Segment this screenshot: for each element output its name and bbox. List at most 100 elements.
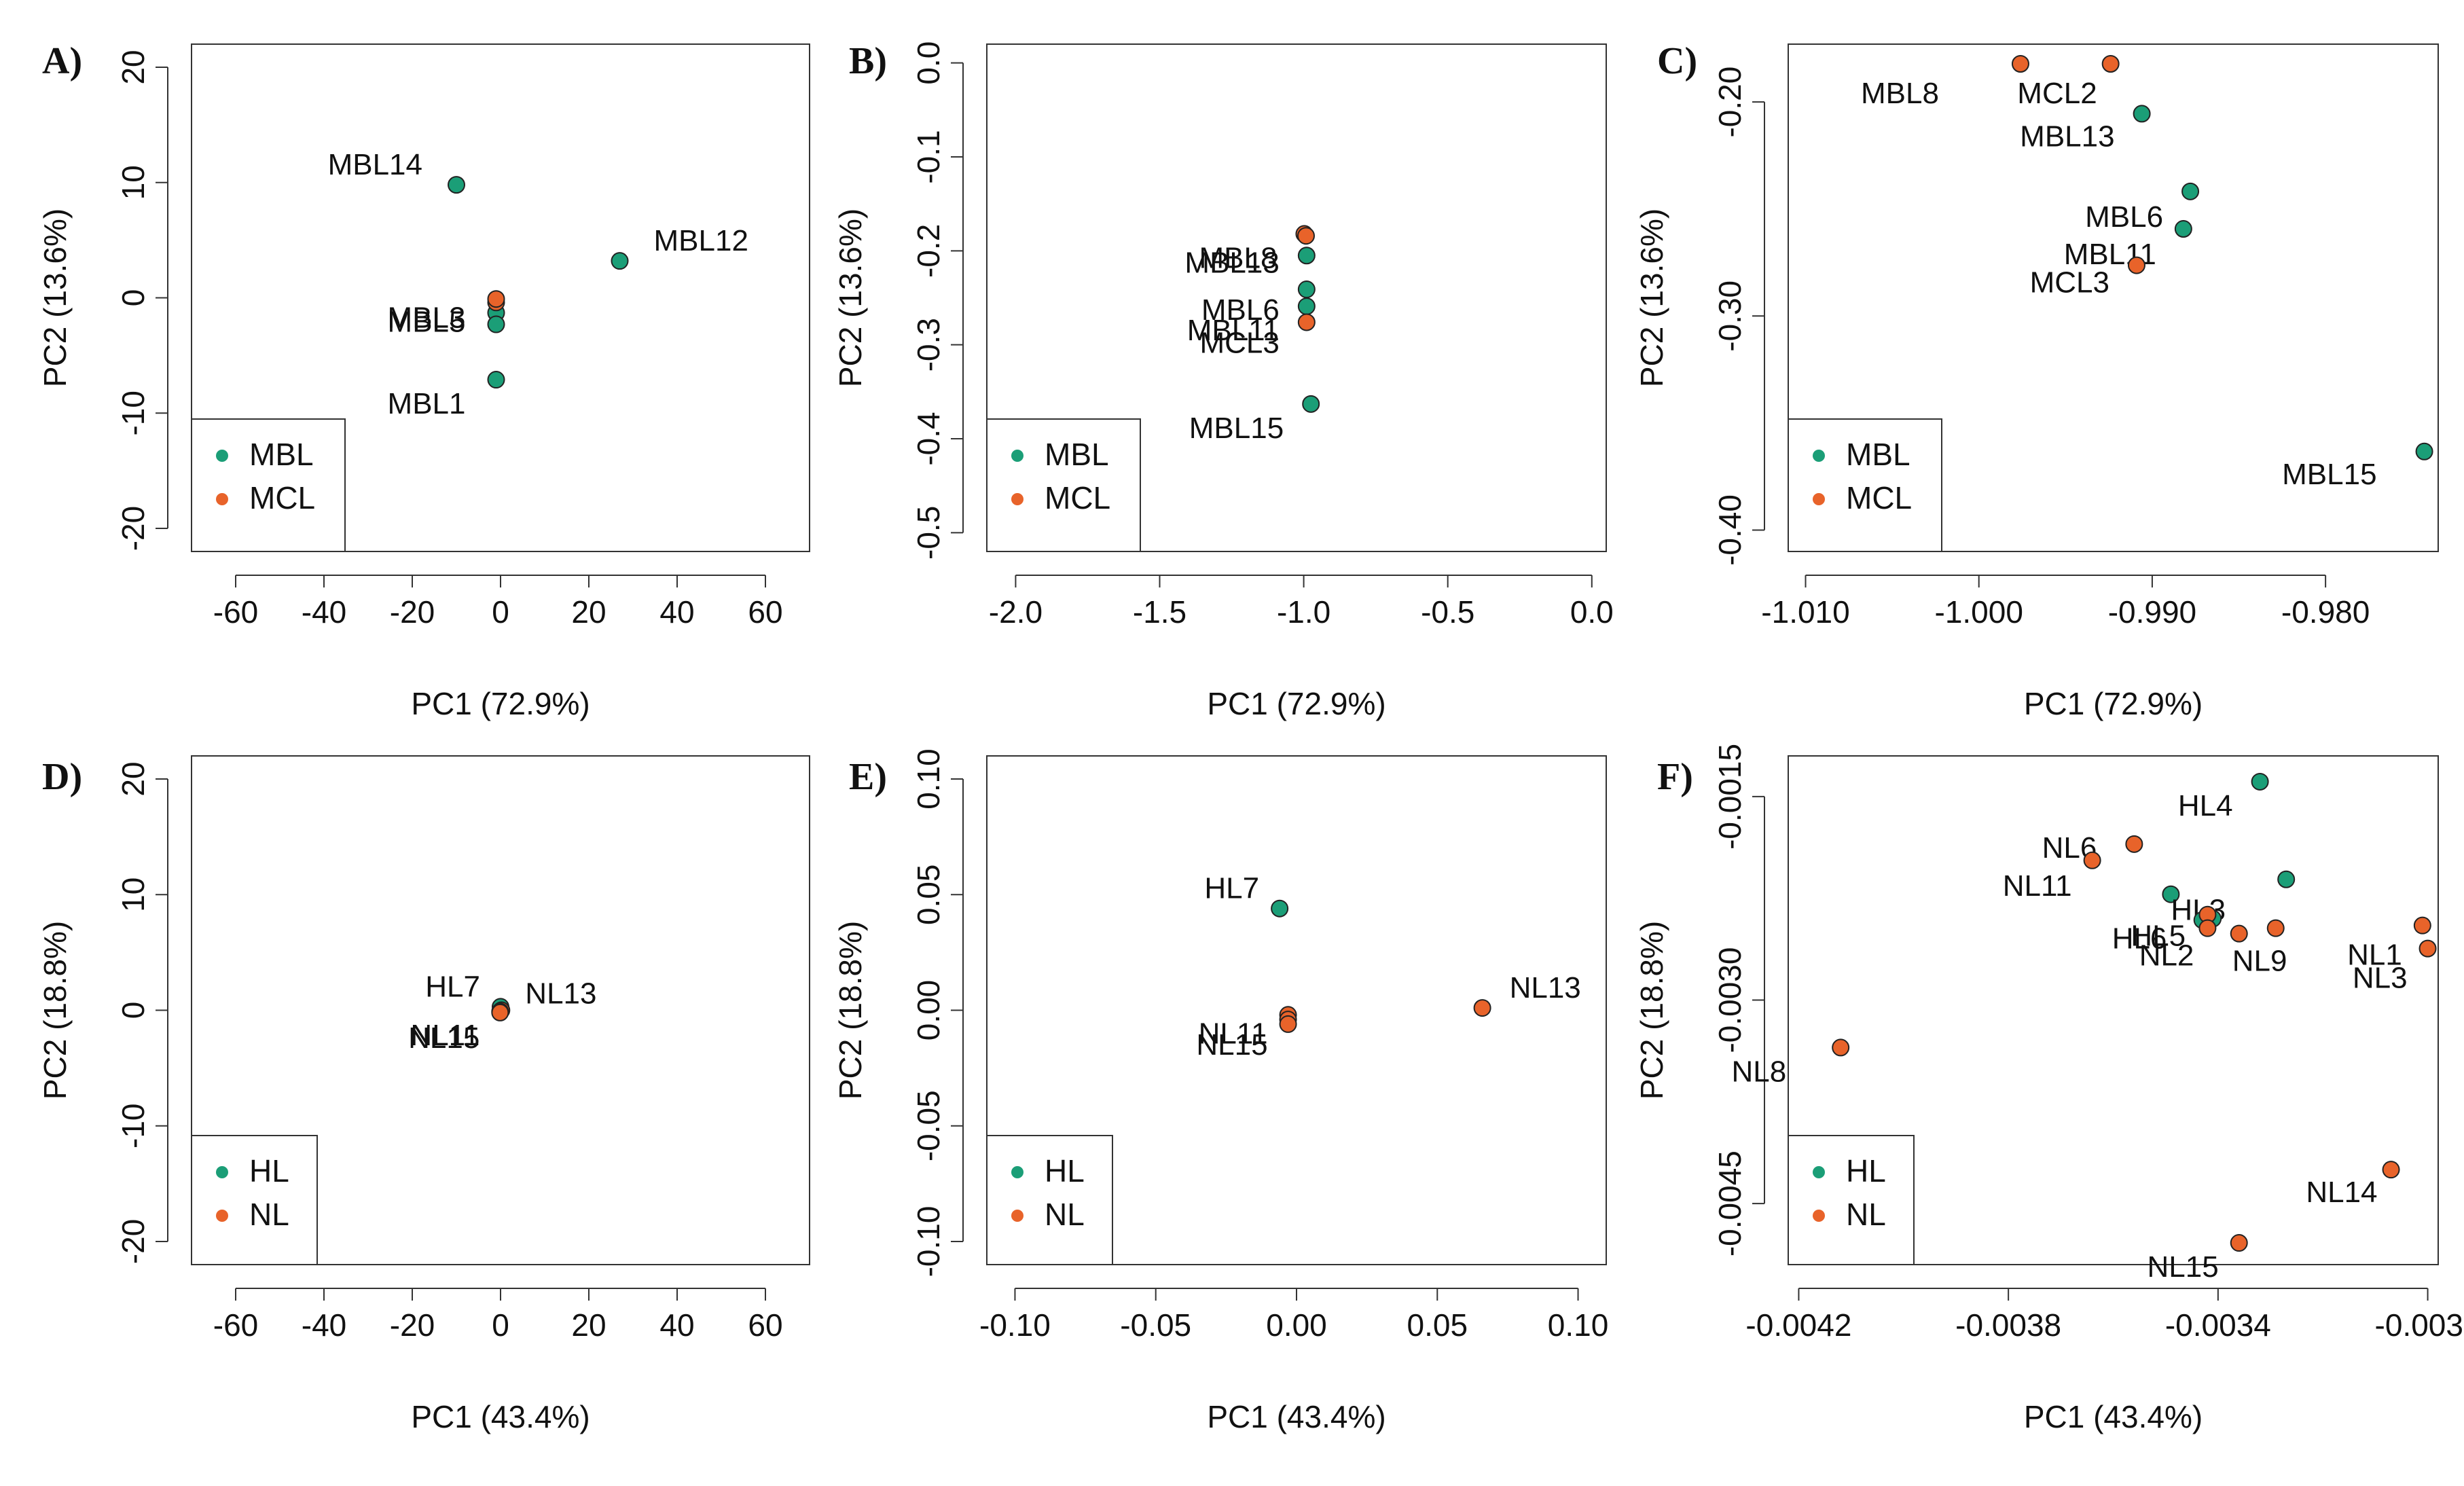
y-tick-label: 0.0 bbox=[911, 41, 946, 85]
point-label: NL1 bbox=[2347, 939, 2402, 972]
data-point-mbl bbox=[2133, 105, 2151, 123]
legend-label: MCL bbox=[1846, 480, 1912, 515]
x-tick-label: -0.0038 bbox=[1955, 1307, 2061, 1343]
legend-label: HL bbox=[1846, 1153, 1886, 1189]
y-tick-label: 10 bbox=[115, 165, 151, 200]
data-point-mbl bbox=[487, 315, 505, 333]
legend-label: HL bbox=[1045, 1153, 1085, 1189]
point-label: NL14 bbox=[2306, 1176, 2377, 1209]
y-tick-label: -20 bbox=[115, 1219, 151, 1264]
data-point-mbl bbox=[1297, 247, 1316, 265]
data-point-hl bbox=[2277, 870, 2296, 888]
y-tick-label: -0.2 bbox=[911, 224, 946, 278]
x-tick-label: -20 bbox=[390, 594, 435, 630]
point-label: NL3 bbox=[2353, 962, 2408, 995]
data-point-mbl bbox=[611, 252, 629, 270]
legend-label: MBL bbox=[1846, 437, 1910, 472]
data-point-nl bbox=[1279, 1015, 1297, 1033]
data-point-mbl bbox=[2415, 442, 2433, 460]
point-label: MBL8 bbox=[1861, 77, 1939, 110]
y-tick-label: -0.10 bbox=[911, 1206, 946, 1277]
x-tick-label: 60 bbox=[748, 1307, 782, 1343]
point-label: MBL8 bbox=[1199, 241, 1277, 274]
point-label: NL13 bbox=[525, 977, 596, 1011]
y-tick-label: 0.10 bbox=[911, 748, 946, 810]
y-tick-label: -0.0030 bbox=[1712, 947, 1747, 1053]
y-tick-label: -0.20 bbox=[1712, 67, 1747, 138]
data-point-hl bbox=[2162, 885, 2180, 903]
point-label: MBL14 bbox=[328, 148, 422, 181]
x-tick-label: 0.10 bbox=[1548, 1307, 1609, 1343]
x-tick-label: -1.5 bbox=[1133, 594, 1186, 630]
point-label: MBL1 bbox=[388, 387, 466, 420]
x-tick-label: -0.5 bbox=[1421, 594, 1474, 630]
legend-swatch-mcl bbox=[1011, 493, 1023, 505]
legend-swatch-hl bbox=[1011, 1166, 1023, 1178]
point-label: HL5 bbox=[2131, 920, 2186, 953]
x-tick-label: -1.010 bbox=[1761, 594, 1849, 630]
point-label: MBL13 bbox=[1184, 246, 1279, 279]
x-axis-title: PC1 (43.4%) bbox=[411, 1399, 590, 1434]
panel-d: D) -60 -40 -20 0 20 40 60 -20 -10 0 10 20 PC1 (43.4%)… bbox=[37, 755, 810, 1434]
legend-swatch-hl bbox=[216, 1166, 228, 1178]
x-tick-label: 60 bbox=[748, 594, 782, 630]
y-tick-label: 0.05 bbox=[911, 865, 946, 926]
panel-letter: E) bbox=[849, 756, 887, 798]
legend-label: MCL bbox=[249, 480, 315, 515]
data-point-mbl bbox=[1297, 297, 1316, 315]
point-label: MCL2 bbox=[2017, 77, 2097, 110]
y-tick-label: 20 bbox=[115, 761, 151, 796]
point-label: MBL6 bbox=[2085, 200, 2163, 234]
point-label: NL15 bbox=[2148, 1250, 2219, 1284]
x-tick-label: -0.0042 bbox=[1745, 1307, 1851, 1343]
point-label: NL15 bbox=[408, 1021, 479, 1055]
y-tick-label: -0.05 bbox=[911, 1090, 946, 1161]
legend-box bbox=[191, 1135, 318, 1265]
y-tick-label: -10 bbox=[115, 391, 151, 435]
point-label: MBL15 bbox=[1189, 412, 1284, 445]
data-point-nl bbox=[491, 1003, 509, 1021]
data-point-nl bbox=[2230, 924, 2248, 943]
panel-b: B) -2.0 -1.5 -1.0 -0.5 0.0 -0.5 -0.4 -0.3 -0.2 -0.… bbox=[833, 40, 1614, 721]
x-tick-label: 0.0 bbox=[1570, 594, 1614, 630]
y-tick-label: -0.0015 bbox=[1712, 744, 1747, 850]
x-tick-label: -0.0030 bbox=[2375, 1307, 2464, 1343]
point-label: MBL5 bbox=[388, 306, 466, 339]
legend-label: HL bbox=[249, 1153, 289, 1189]
point-label: MBL12 bbox=[654, 224, 748, 257]
legend-label: MBL bbox=[1045, 437, 1109, 472]
data-point-hl bbox=[2251, 772, 2269, 791]
data-point-nl bbox=[1473, 999, 1491, 1017]
x-tick-label: 0.05 bbox=[1407, 1307, 1468, 1343]
x-tick-label: -40 bbox=[302, 594, 346, 630]
x-tick-label: -2.0 bbox=[989, 594, 1043, 630]
data-point-mcl bbox=[2011, 54, 2029, 73]
y-axis-title: PC2 (18.8%) bbox=[37, 921, 73, 1100]
x-tick-label: -0.990 bbox=[2108, 594, 2196, 630]
x-tick-label: -0.10 bbox=[979, 1307, 1051, 1343]
data-point-mcl bbox=[2127, 256, 2145, 274]
y-tick-label: 20 bbox=[115, 50, 151, 84]
x-axis-title: PC1 (72.9%) bbox=[411, 686, 590, 721]
x-axis-title: PC1 (43.4%) bbox=[1207, 1399, 1385, 1434]
data-point-mbl bbox=[448, 176, 465, 194]
y-tick-label: 0 bbox=[115, 1002, 151, 1019]
legend-label: NL bbox=[1045, 1197, 1085, 1232]
data-point-nl bbox=[2266, 919, 2285, 937]
y-tick-label: -0.5 bbox=[911, 506, 946, 560]
point-label: MCL3 bbox=[2030, 266, 2109, 300]
plot-frame bbox=[986, 755, 1607, 1265]
y-tick-label: -0.40 bbox=[1712, 494, 1747, 566]
point-label: NL11 bbox=[410, 1019, 479, 1052]
x-axis-title: PC1 (43.4%) bbox=[2024, 1399, 2203, 1434]
point-label: MBL15 bbox=[2282, 458, 2376, 491]
panel-f: F) -0.0042 -0.0038 -0.0034 -0.0030 -0.0045 -0.… bbox=[1634, 744, 2464, 1434]
data-point-mbl bbox=[2181, 182, 2200, 200]
point-label: NL8 bbox=[1731, 1055, 1786, 1088]
plot-frame bbox=[986, 43, 1607, 552]
legend-label: NL bbox=[249, 1197, 289, 1232]
y-tick-label: -0.4 bbox=[911, 412, 946, 465]
legend-label: MBL bbox=[249, 437, 314, 472]
point-label: HL7 bbox=[1204, 872, 1259, 905]
